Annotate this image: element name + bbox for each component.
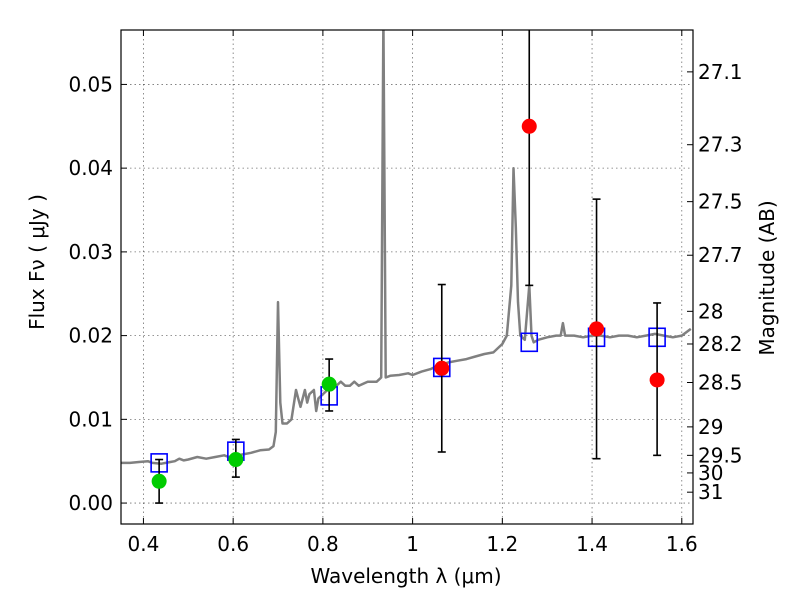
x-tick-label: 0.4 (128, 532, 160, 556)
right-y-axis-label: Magnitude (AB) (755, 200, 779, 355)
non-detection-point (589, 321, 605, 337)
y-tick-label: 0.02 (68, 324, 113, 348)
x-tick-label: 0.8 (307, 532, 339, 556)
detection-point (151, 473, 167, 489)
right-tick-label: 28.2 (698, 332, 743, 356)
right-tick-label: 30 (698, 461, 723, 485)
right-tick-label: 27.3 (698, 133, 743, 157)
y-tick-label: 0.01 (68, 407, 113, 431)
right-tick-label: 27.7 (698, 243, 743, 267)
right-tick-label: 31 (698, 480, 723, 504)
plot-series (121, 30, 692, 504)
y-tick-label: 0.05 (68, 72, 113, 96)
right-tick-label: 29 (698, 415, 723, 439)
right-tick-label: 27.1 (698, 60, 743, 84)
axes: 0.4 0.6 0.8 1 1.2 1.4 1.6 0.00 0.01 0.02 0.03 0.04 0… (68, 30, 743, 556)
detection-point (228, 452, 244, 468)
y-tick-label: 0.04 (68, 156, 113, 180)
right-tick-label: 29.5 (698, 443, 743, 467)
y-tick-label: 0.00 (68, 491, 113, 515)
x-tick-label: 0.6 (217, 532, 249, 556)
x-tick-label: 1.2 (486, 532, 518, 556)
non-detection-point (434, 360, 450, 376)
detection-point (321, 376, 337, 392)
x-tick-label: 1 (406, 532, 419, 556)
right-tick-label: 27.5 (698, 190, 743, 214)
x-axis-label: Wavelength λ (μm) (310, 564, 501, 588)
right-tick-label: 28 (698, 299, 723, 323)
non-detection-point (521, 118, 537, 134)
grid-lines (121, 30, 693, 524)
x-tick-label: 1.6 (666, 532, 698, 556)
x-tick-label: 1.4 (576, 532, 608, 556)
y-tick-label: 0.03 (68, 240, 113, 264)
right-tick-label: 28.5 (698, 370, 743, 394)
plot-frame (120, 29, 694, 525)
model-photometry-point (520, 332, 539, 353)
y-axis-label: Flux Fν ( μJy ) (25, 194, 49, 330)
non-detection-point (649, 372, 665, 388)
